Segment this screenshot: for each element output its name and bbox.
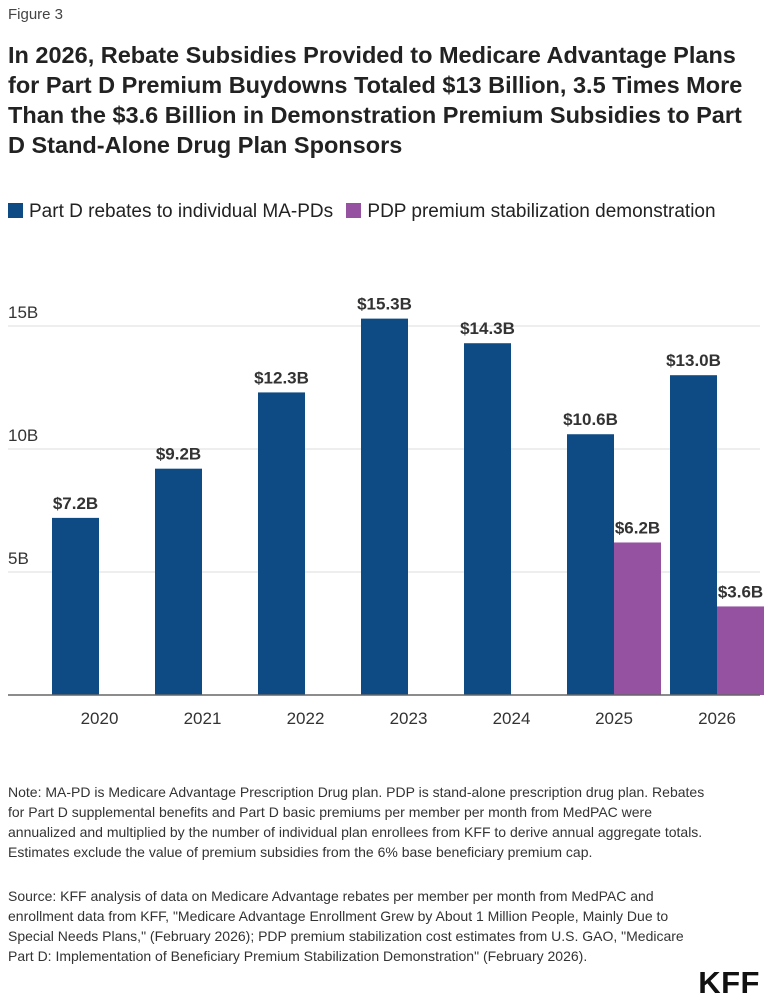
x-tick-label-2022: 2022 (287, 709, 325, 728)
x-tick-label-2020: 2020 (81, 709, 119, 728)
bar-rebates-2023 (361, 318, 408, 695)
data-label-rebates-2023: $15.3B (357, 295, 412, 314)
x-tick-label-2026: 2026 (698, 709, 736, 728)
legend-swatch-rebates (8, 203, 23, 218)
bar-rebates-2024 (464, 343, 511, 695)
data-label-rebates-2024: $14.3B (460, 319, 515, 338)
y-tick-label: 5B (8, 549, 29, 568)
x-tick-label-2025: 2025 (595, 709, 633, 728)
bar-demonstration-2026 (717, 606, 764, 695)
x-tick-label-2021: 2021 (184, 709, 222, 728)
kff-logo: KFF (698, 965, 760, 1000)
data-label-rebates-2025: $10.6B (563, 410, 618, 429)
legend: Part D rebates to individual MA-PDs PDP … (8, 194, 748, 230)
figure-label: Figure 3 (8, 6, 64, 23)
x-tick-label-2023: 2023 (390, 709, 428, 728)
legend-label-rebates: Part D rebates to individual MA-PDs (29, 201, 334, 222)
source-text: Source: KFF analysis of data on Medicare… (8, 888, 684, 964)
y-tick-label: 10B (8, 426, 38, 445)
legend-swatch-demonstration (346, 203, 362, 218)
legend-item-demonstration: PDP premium stabilization demonstration (338, 201, 716, 222)
bar-chart: 5B 10B 15B $7.2B 2020 $9.2B 2021 $12.3B 2022 $15.… (8, 295, 764, 728)
bar-rebates-2020 (52, 517, 99, 695)
data-label-rebates-2021: $9.2B (156, 445, 201, 464)
data-label-rebates-2020: $7.2B (53, 494, 98, 513)
chart-title: In 2026, Rebate Subsidies Provided to Me… (8, 42, 743, 158)
bar-rebates-2021 (155, 468, 202, 695)
bar-rebates-2025 (567, 434, 614, 695)
bar-demonstration-2025 (614, 542, 661, 695)
bar-rebates-2022 (258, 392, 305, 695)
y-tick-label: 15B (8, 303, 38, 322)
x-tick-label-2024: 2024 (493, 709, 531, 728)
data-label-rebates-2022: $12.3B (254, 368, 309, 387)
legend-label-demonstration: PDP premium stabilization demonstration (367, 201, 716, 222)
data-label-rebates-2026: $13.0B (666, 351, 721, 370)
data-label-demonstration-2025: $6.2B (615, 518, 660, 537)
bar-rebates-2026 (670, 375, 717, 695)
data-label-demonstration-2026: $3.6B (718, 582, 763, 601)
note-text: Note: MA-PD is Medicare Advantage Prescr… (8, 784, 705, 860)
legend-item-rebates: Part D rebates to individual MA-PDs (8, 201, 333, 222)
